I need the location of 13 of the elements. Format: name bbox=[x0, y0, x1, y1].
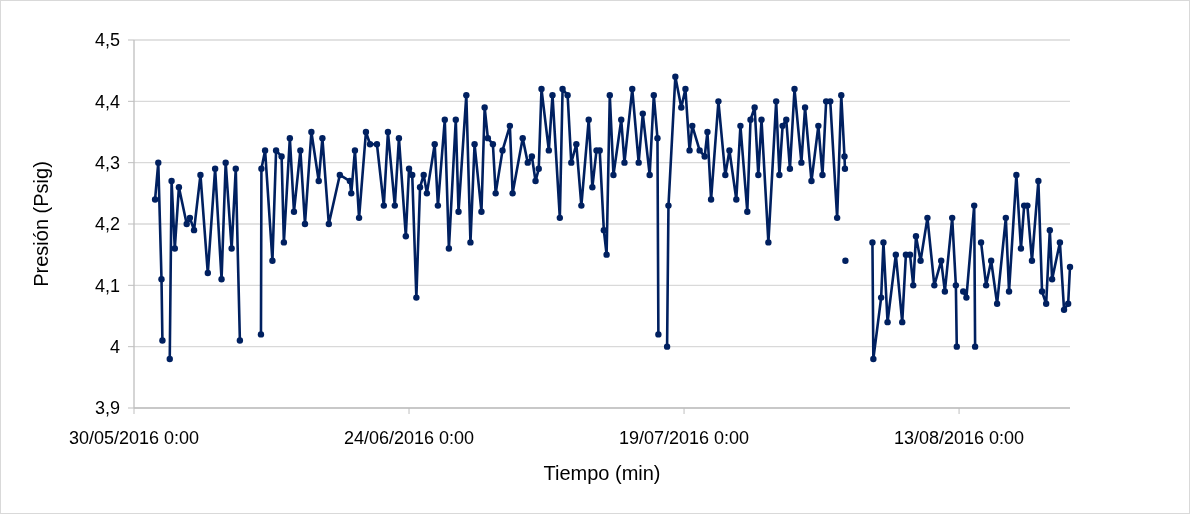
y-tick-label: 4,4 bbox=[94, 91, 120, 112]
y-tick-label: 4,3 bbox=[94, 152, 120, 173]
x-tick-label: 13/08/2016 0:00 bbox=[894, 428, 1025, 448]
y-tick-label: 3,9 bbox=[94, 398, 120, 419]
x-tick-label: 19/07/2016 0:00 bbox=[618, 428, 750, 448]
y-tick-label: 4,2 bbox=[94, 214, 120, 235]
y-tick-label: 4 bbox=[109, 336, 120, 357]
y-tick-label: 4,5 bbox=[94, 30, 120, 51]
x-axis-title: Tiempo (min) bbox=[543, 462, 661, 484]
x-tick-label: 30/05/2016 0:00 bbox=[68, 428, 200, 448]
y-axis-title: Presión (Psig) bbox=[30, 161, 52, 287]
y-tick-label: 4,1 bbox=[94, 275, 120, 296]
x-tick-label: 24/06/2016 0:00 bbox=[343, 428, 475, 448]
